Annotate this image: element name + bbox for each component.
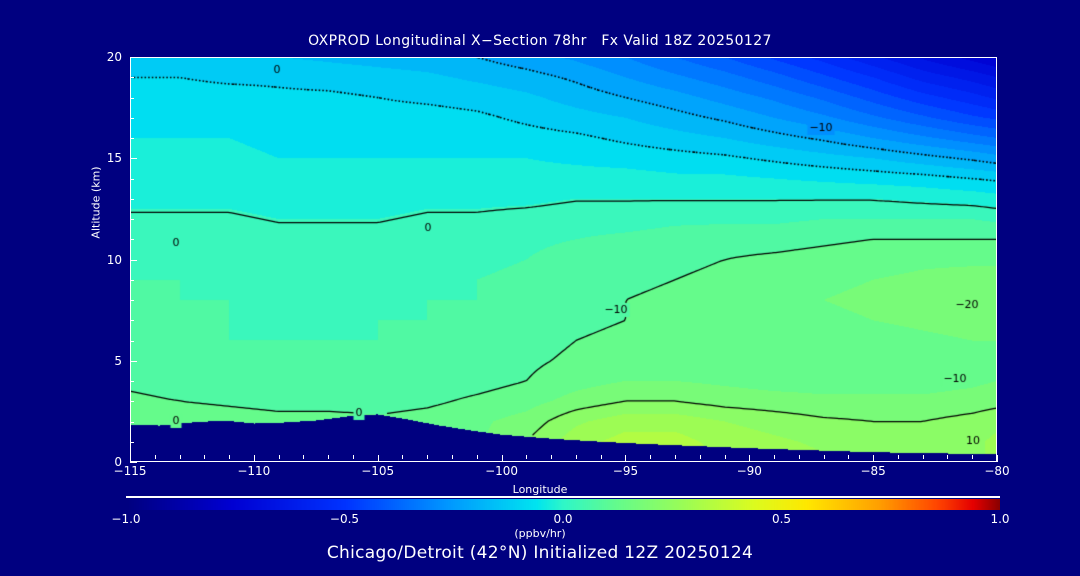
y-tick-label: 15 — [106, 151, 122, 166]
y-minor-tick — [130, 401, 134, 403]
x-tick — [130, 455, 131, 462]
y-tick — [130, 158, 137, 160]
x-minor-tick — [798, 455, 800, 459]
x-tick-label: −85 — [860, 464, 886, 478]
y-minor-tick — [130, 198, 134, 200]
x-tick-label: −100 — [485, 464, 519, 478]
y-minor-tick — [130, 97, 134, 99]
x-minor-tick — [600, 455, 602, 459]
y-minor-tick — [130, 300, 134, 301]
plot-area — [130, 57, 997, 462]
y-minor-tick — [130, 381, 134, 382]
x-minor-tick — [278, 455, 280, 459]
colorbar-topline — [126, 496, 1000, 498]
x-tick-label: −95 — [612, 464, 639, 478]
x-minor-tick — [823, 455, 825, 459]
x-minor-tick — [303, 455, 305, 459]
x-tick-label: −115 — [113, 464, 147, 478]
y-minor-tick — [130, 219, 134, 220]
x-minor-tick — [352, 455, 354, 459]
colorbar-tick-label: −1.0 — [111, 512, 141, 526]
colorbar-tick-label: 1.0 — [990, 512, 1010, 526]
x-minor-tick — [947, 455, 949, 459]
x-minor-tick — [427, 455, 429, 459]
x-tick-label: −80 — [984, 464, 1010, 478]
y-tick — [130, 360, 137, 362]
x-minor-tick — [452, 455, 454, 459]
x-minor-tick — [922, 455, 924, 459]
x-minor-tick — [575, 455, 577, 459]
y-minor-tick — [130, 138, 134, 139]
x-minor-tick — [476, 455, 478, 459]
x-tick — [997, 455, 998, 462]
colorbar-tick-label: 0.0 — [553, 512, 573, 526]
y-tick-label: 0 — [114, 455, 122, 469]
x-minor-tick — [848, 455, 850, 459]
x-axis-label: Longitude — [512, 483, 568, 496]
x-minor-tick — [229, 455, 231, 459]
y-tick — [130, 57, 137, 58]
x-minor-tick — [674, 455, 676, 459]
y-tick-label: 5 — [114, 353, 122, 368]
y-tick-label: 10 — [106, 252, 122, 267]
x-minor-tick — [402, 455, 404, 459]
colorbar-tick-label: 0.5 — [771, 512, 792, 526]
x-tick-label: −110 — [237, 464, 271, 478]
y-axis-label: Altitude (km) — [89, 166, 103, 239]
x-minor-tick — [204, 455, 206, 459]
y-tick — [130, 259, 137, 261]
x-tick — [749, 455, 751, 462]
y-minor-tick — [130, 239, 134, 241]
x-minor-tick — [328, 455, 330, 459]
x-tick — [253, 455, 255, 462]
x-minor-tick — [897, 455, 899, 459]
y-minor-tick — [130, 340, 134, 342]
x-tick — [377, 455, 379, 462]
x-tick-label: −90 — [736, 464, 762, 478]
x-tick-label: −105 — [361, 464, 395, 478]
x-minor-tick — [650, 455, 652, 459]
y-minor-tick — [130, 117, 134, 119]
y-minor-tick — [130, 421, 134, 423]
x-minor-tick — [526, 455, 528, 459]
x-minor-tick — [179, 455, 181, 459]
x-minor-tick — [972, 455, 974, 459]
x-minor-tick — [699, 455, 701, 459]
x-tick — [625, 455, 627, 462]
x-minor-tick — [774, 455, 776, 459]
chart-caption: Chicago/Detroit (42°N) Initialized 12Z 2… — [326, 543, 754, 563]
y-minor-tick — [130, 441, 134, 443]
colorbar-tick-label: −0.5 — [329, 512, 360, 526]
y-tick — [130, 462, 137, 463]
x-minor-tick — [154, 455, 156, 459]
x-tick — [873, 455, 875, 462]
cross-section-field — [130, 57, 997, 462]
colorbar-units-label: (ppbv/hr) — [514, 527, 566, 540]
x-tick — [501, 455, 503, 462]
y-minor-tick — [130, 178, 134, 180]
y-minor-tick — [130, 279, 134, 281]
chart-title: OXPROD Longitudinal X−Section 78hr Fx Va… — [308, 33, 772, 49]
colorbar — [126, 499, 1000, 510]
x-minor-tick — [551, 455, 553, 459]
y-tick-label: 20 — [106, 50, 122, 64]
y-minor-tick — [130, 77, 134, 79]
x-minor-tick — [724, 455, 726, 459]
y-minor-tick — [130, 320, 134, 322]
